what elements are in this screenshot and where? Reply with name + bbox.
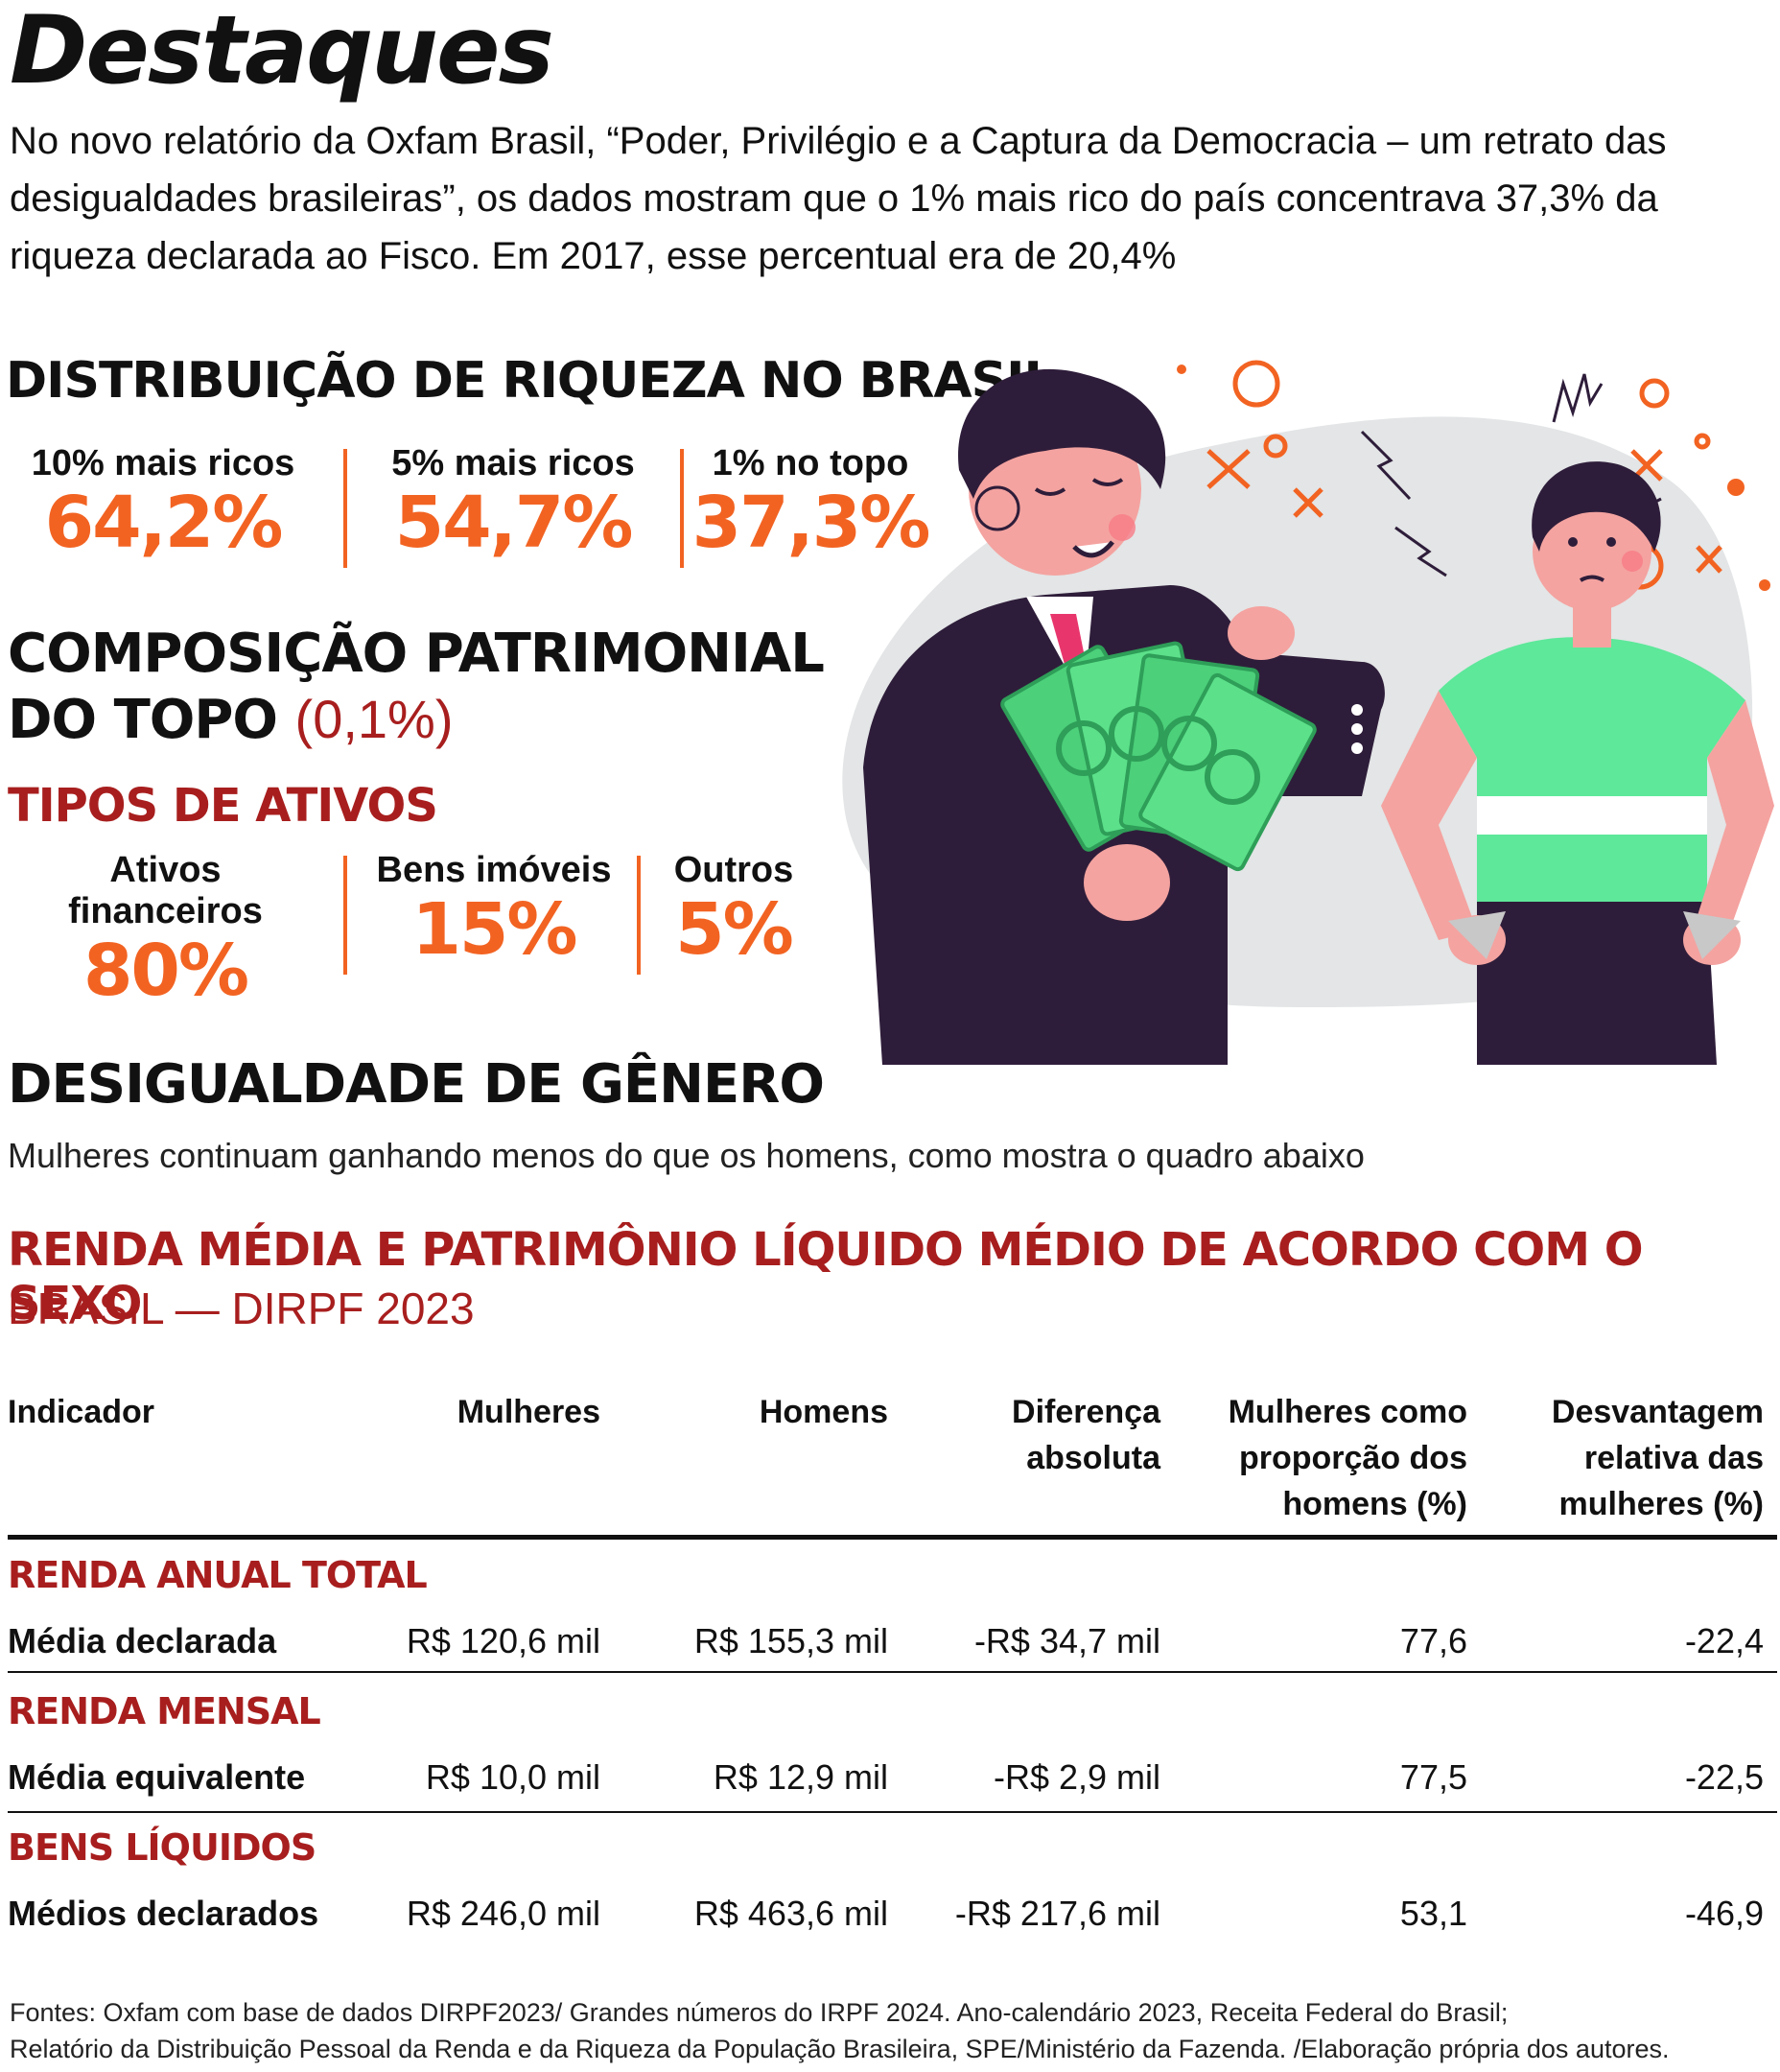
table-subtitle: BRASIL — DIRPF 2023	[8, 1283, 475, 1333]
stat-label: Outros	[673, 850, 794, 890]
column-header-mulheres: Mulheres	[457, 1394, 600, 1430]
column-header-homens: Homens	[759, 1394, 888, 1430]
divider	[637, 856, 641, 975]
table-title: RENDA MÉDIA E PATRIMÔNIO LÍQUIDO MÉDIO D…	[8, 1223, 1644, 1330]
empty-pocket-right	[1683, 911, 1741, 959]
row-label: Média declarada	[8, 1621, 277, 1660]
cell-diferenca: -R$ 2,9 mil	[993, 1757, 1160, 1797]
cell-desvantagem: -22,4	[1684, 1621, 1764, 1660]
cell-proporcao: 53,1	[1399, 1894, 1467, 1933]
gender-subtitle: Mulheres continuam ganhando menos do que…	[8, 1136, 1365, 1175]
stat-label: Ativos financeiros	[68, 850, 263, 931]
table-group-title: BENS LÍQUIDOS	[8, 1826, 316, 1869]
table-group-title: RENDA MENSAL	[8, 1690, 321, 1732]
row-label: Médios declarados	[8, 1894, 319, 1933]
decorative-shapes	[1206, 360, 1722, 590]
cell-desvantagem: -22,5	[1684, 1757, 1764, 1797]
column-header-desvantagem: Desvantagem relativa das mulheres (%)	[1551, 1394, 1764, 1522]
column-header-indicador: Indicador	[8, 1394, 155, 1430]
row-divider	[8, 1671, 1777, 1673]
cell-homens: R$ 155,3 mil	[693, 1621, 888, 1660]
gender-title: DESIGUALDADE DE GÊNERO	[8, 1053, 825, 1116]
stat-real-estate: Bens imóveis 15%	[374, 850, 614, 969]
sources-line: Fontes: Oxfam com base de dados DIRPF202…	[10, 1998, 1509, 2027]
cell-homens: R$ 463,6 mil	[693, 1894, 888, 1933]
rich-man-hand	[1084, 844, 1170, 921]
column-header-diferenca: Diferença absoluta	[1012, 1394, 1160, 1476]
stat-label: 1% no topo	[712, 443, 909, 483]
poor-man-shirt-stripe	[1477, 796, 1707, 835]
composition-title-accent: (0,1%)	[294, 689, 454, 749]
poor-man-pants	[1477, 902, 1717, 1065]
rich-man-hair	[958, 368, 1166, 499]
row-divider	[8, 1811, 1777, 1813]
poor-man-hair	[1532, 461, 1661, 552]
column-header-proporcao: Mulheres como proporção dos homens (%)	[1228, 1394, 1467, 1522]
stat-value: 54,7%	[394, 482, 634, 564]
stat-top10: 10% mais ricos 64,2%	[19, 443, 307, 562]
row-label: Média equivalente	[8, 1757, 306, 1797]
cell-homens: R$ 12,9 mil	[713, 1757, 888, 1797]
cell-desvantagem: -46,9	[1684, 1894, 1764, 1933]
cell-mulheres: R$ 120,6 mil	[406, 1621, 600, 1660]
cell-diferenca: -R$ 34,7 mil	[973, 1621, 1160, 1660]
sources-line: Relatório da Distribuição Pessoal da Ren…	[10, 2035, 1670, 2063]
intro-paragraph: No novo relatório da Oxfam Brasil, “Pode…	[10, 120, 1667, 277]
stat-value: 37,3%	[691, 482, 931, 564]
table-header-rule	[8, 1535, 1777, 1540]
money-bills	[1000, 641, 1317, 872]
stat-value: 15%	[411, 888, 577, 971]
asset-types-title: TIPOS DE ATIVOS	[8, 779, 438, 833]
poor-man-face	[1533, 492, 1651, 611]
sources-note: Fontes: Oxfam com base de dados DIRPF202…	[10, 1994, 1765, 2067]
composition-title: COMPOSIÇÃO PATRIMONIAL DO TOPO (0,1%)	[8, 622, 825, 753]
stat-label: 10% mais ricos	[31, 443, 295, 483]
composition-title-line2: DO TOPO (0,1%)	[8, 689, 454, 751]
divider	[343, 856, 347, 975]
cell-diferenca: -R$ 217,6 mil	[954, 1894, 1160, 1933]
rich-man-hand-pinch	[1228, 606, 1295, 660]
composition-title-line1: COMPOSIÇÃO PATRIMONIAL	[8, 623, 825, 685]
stat-value: 5%	[675, 888, 794, 971]
stat-others: Outros 5%	[662, 850, 806, 969]
poor-man-left-arm	[1381, 691, 1477, 940]
stat-value: 80%	[82, 930, 249, 1012]
poor-man-right-arm	[1693, 700, 1774, 940]
divider	[343, 449, 347, 568]
poor-man-shirt	[1439, 637, 1745, 902]
cell-proporcao: 77,6	[1399, 1621, 1467, 1660]
stat-top1: 1% no topo 37,3%	[691, 443, 931, 564]
cell-mulheres: R$ 246,0 mil	[406, 1894, 600, 1933]
cell-mulheres: R$ 10,0 mil	[425, 1757, 600, 1797]
table-group-title: RENDA ANUAL TOTAL	[8, 1554, 428, 1596]
stat-value: 64,2%	[44, 482, 284, 564]
divider	[680, 449, 684, 568]
empty-pocket-left	[1448, 911, 1506, 959]
wealth-inequality-illustration	[842, 360, 1774, 1065]
stat-label: 5% mais ricos	[391, 443, 635, 483]
cell-proporcao: 77,5	[1399, 1757, 1467, 1797]
distribution-title: DISTRIBUIÇÃO DE RIQUEZA NO BRASIL	[6, 352, 1056, 410]
stat-label: Bens imóveis	[376, 850, 612, 890]
stat-financial-assets: Ativos financeiros 80%	[10, 850, 321, 1010]
stat-top5: 5% mais ricos 54,7%	[369, 443, 657, 562]
page-title: Destaques	[10, 0, 554, 106]
